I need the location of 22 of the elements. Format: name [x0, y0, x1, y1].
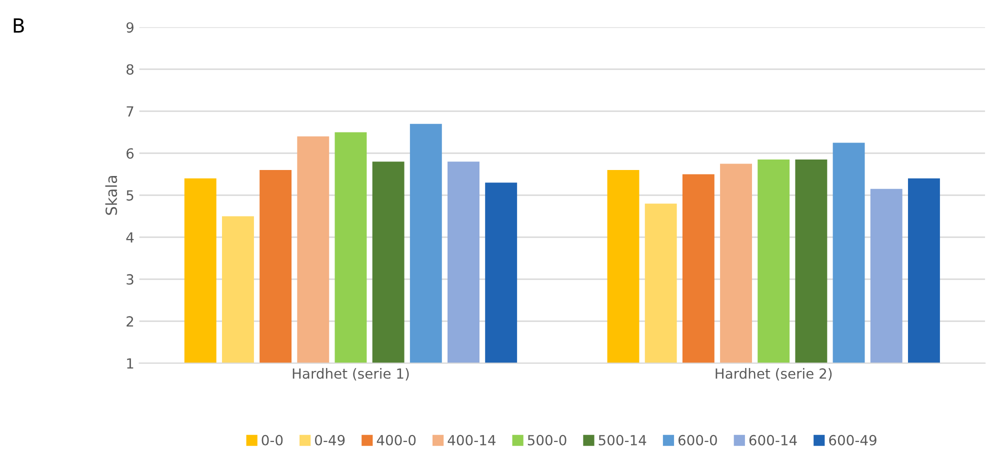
y-tick-label: 4 — [126, 232, 134, 242]
x-tick-label: Hardhet (serie 2) — [716, 368, 832, 380]
legend-label: 0-0 — [262, 434, 283, 446]
y-axis-title: Skala — [105, 176, 118, 215]
y-tick-label: 5 — [126, 190, 134, 201]
legend-label: 600-0 — [678, 434, 717, 446]
text: B — [14, 18, 24, 33]
y-tick-label: 6 — [126, 148, 134, 159]
legend-label: 600-14 — [749, 434, 797, 446]
y-tick-label: 7 — [126, 106, 134, 117]
y-tick-label: 1 — [127, 358, 134, 368]
y-tick-label: 9 — [126, 22, 134, 33]
y-tick-label: 8 — [126, 64, 134, 75]
legend-label: 500-0 — [528, 434, 566, 446]
x-tick-label: Hardhet (serie 1) — [292, 368, 409, 380]
legend-label: 600-49 — [829, 434, 876, 446]
legend-label: 0-49 — [315, 434, 345, 446]
y-tick-label: 3 — [126, 274, 134, 285]
legend-label: 400-14 — [448, 434, 496, 446]
y-tick-label: 2 — [126, 316, 134, 326]
legend-label: 500-14 — [598, 434, 646, 446]
legend-label: 400-0 — [376, 434, 416, 446]
